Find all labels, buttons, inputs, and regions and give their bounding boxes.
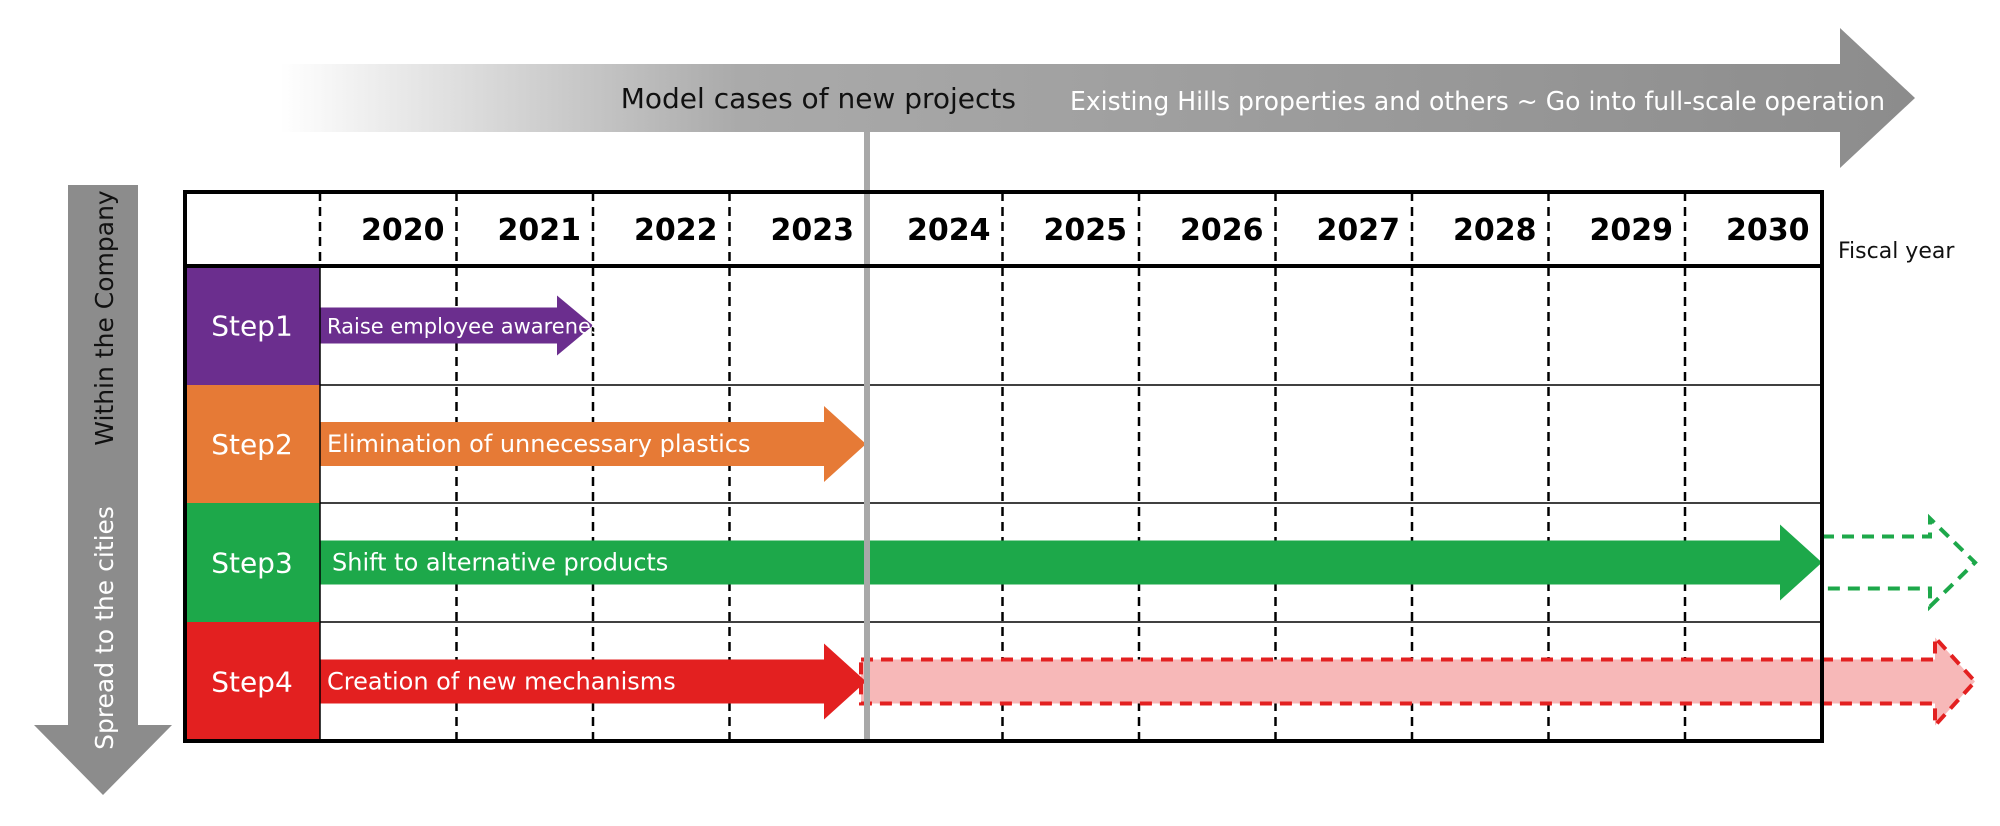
year-label-2024: 2024	[907, 213, 991, 248]
year-label-2023: 2023	[771, 213, 855, 248]
year-label-2029: 2029	[1590, 213, 1674, 248]
step3-arrow-text: Shift to alternative products	[332, 549, 668, 577]
side-upper-label: Within the Company	[90, 190, 119, 446]
phase1-label: Model cases of new projects	[621, 82, 1016, 115]
year-label-2025: 2025	[1044, 213, 1128, 248]
year-label-2026: 2026	[1180, 213, 1264, 248]
step4-extension-arrow	[859, 632, 1978, 731]
top-timeline-arrow	[280, 28, 1915, 168]
phase2-label: Existing Hills properties and others ~ G…	[1070, 87, 1885, 117]
year-label-2020: 2020	[361, 213, 445, 248]
side-progress-arrow	[34, 185, 172, 795]
fiscal-year-label: Fiscal year	[1838, 239, 1955, 264]
step-label-2: Step2	[211, 428, 293, 461]
step1-arrow-text: Raise employee awareness	[327, 315, 613, 339]
table-frame	[183, 190, 1824, 743]
year-label-2030: 2030	[1726, 213, 1810, 248]
step-label-4: Step4	[211, 666, 293, 699]
step4-arrow-text: Creation of new mechanisms	[327, 668, 676, 696]
year-label-2021: 2021	[498, 213, 582, 248]
step-label-1: Step1	[211, 310, 293, 343]
step3-arrow	[320, 524, 1822, 601]
step1-arrow	[320, 295, 593, 356]
step-cell-2	[185, 385, 320, 503]
year-label-2022: 2022	[634, 213, 718, 248]
step2-arrow-text: Elimination of unnecessary plastics	[327, 430, 751, 458]
year-label-2027: 2027	[1317, 213, 1401, 248]
year-label-2028: 2028	[1453, 213, 1537, 248]
step-cell-3	[185, 503, 320, 622]
step2-arrow	[320, 406, 866, 482]
timeline-table	[320, 384, 1822, 623]
step4-arrow	[320, 643, 866, 720]
step3-extension-arrow	[1822, 513, 1978, 612]
step-label-3: Step3	[211, 547, 293, 580]
side-lower-label: Spread to the cities	[90, 506, 119, 750]
step-cell-1	[185, 266, 320, 385]
step-cell-4	[185, 622, 320, 741]
